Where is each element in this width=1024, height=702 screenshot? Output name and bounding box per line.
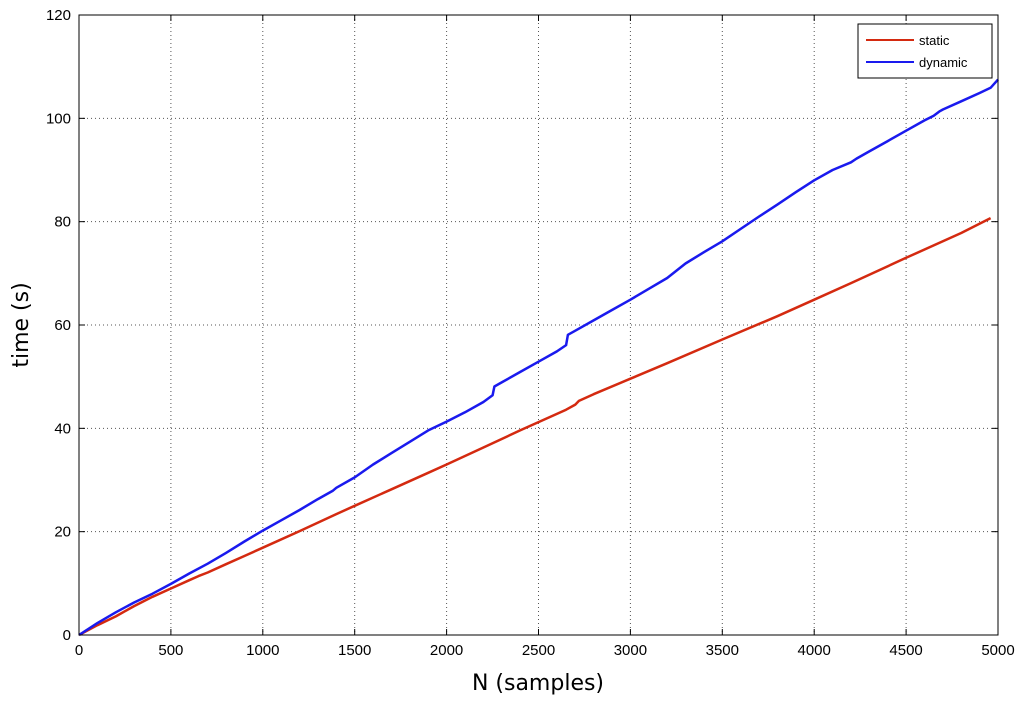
x-tick-label: 2000	[430, 642, 463, 659]
series-layer	[78, 78, 999, 637]
x-tick-label: 1000	[246, 642, 279, 659]
y-tick-label: 40	[54, 420, 71, 437]
axis-ticks: 0 500 1000 1500 2000 2500 3000 3500 4000 4500 5000…	[46, 7, 1015, 659]
x-tick-label: 4000	[798, 642, 831, 659]
x-tick-label: 5000	[981, 642, 1014, 659]
legend: static dynamic	[857, 23, 993, 79]
x-tick-label: 2500	[522, 642, 555, 659]
x-tick-label: 3000	[614, 642, 647, 659]
x-tick-label: 500	[158, 642, 183, 659]
y-tick-label: 0	[63, 627, 71, 644]
x-tick-label: 4500	[889, 642, 922, 659]
y-tick-label: 60	[54, 317, 71, 334]
x-tick-label: 1500	[338, 642, 371, 659]
x-tick-label: 0	[75, 642, 83, 659]
y-tick-label: 20	[54, 524, 71, 541]
y-tick-label: 80	[54, 214, 71, 231]
series-line-dynamic	[78, 78, 999, 637]
y-tick-label: 100	[46, 110, 71, 127]
legend-box	[857, 23, 993, 79]
x-axis-title: N (samples)	[472, 671, 604, 696]
legend-label-dynamic: dynamic	[919, 55, 968, 70]
y-axis-title: time (s)	[9, 282, 34, 367]
y-tick-label: 120	[46, 7, 71, 24]
series-line-static	[78, 216, 992, 637]
x-tick-label: 3500	[706, 642, 739, 659]
legend-label-static: static	[919, 33, 950, 48]
